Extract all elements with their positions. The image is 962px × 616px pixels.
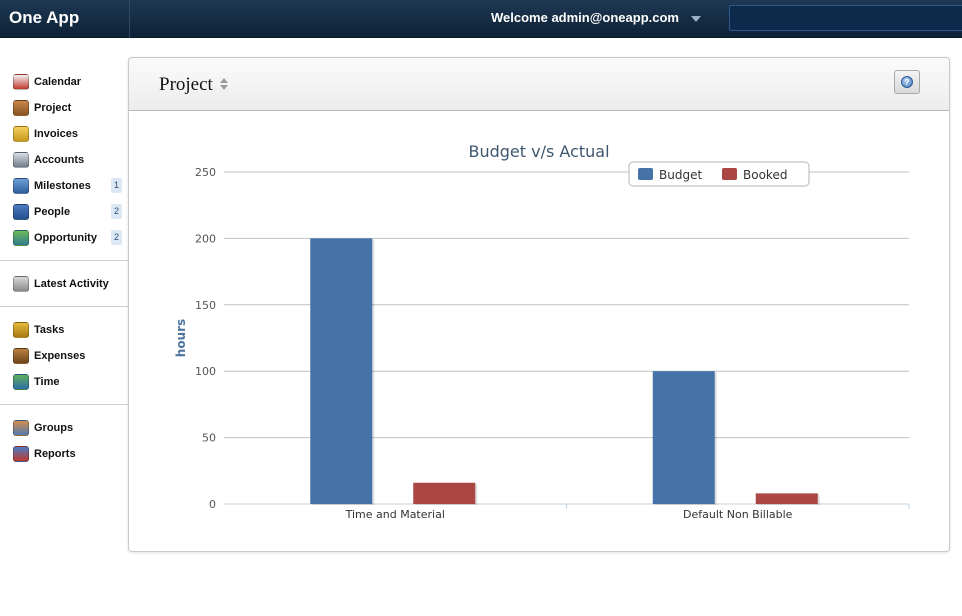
count-badge: 1 [111, 178, 122, 193]
sidebar-item-milestones[interactable]: Milestones 1 [13, 177, 125, 195]
latest-activity-icon [13, 276, 29, 292]
y-tick-label: 200 [195, 232, 216, 245]
sidebar-item-label: People [34, 206, 71, 218]
sidebar-item-label: Opportunity [34, 232, 97, 244]
legend-label: Budget [659, 168, 702, 182]
top-bar: One App Welcome admin@oneapp.com [0, 0, 962, 38]
tasks-icon [13, 322, 29, 338]
sidebar-divider [0, 404, 128, 405]
help-button[interactable]: ? [894, 70, 920, 94]
sidebar-item-time[interactable]: Time [13, 373, 125, 391]
y-tick-label: 100 [195, 365, 216, 378]
sidebar-item-opportunity[interactable]: Opportunity 2 [13, 229, 125, 247]
sidebar-item-groups[interactable]: Groups [13, 419, 125, 437]
accounts-icon [13, 152, 29, 168]
sidebar-item-label: Tasks [34, 324, 65, 336]
chart-legend: Budget Booked [628, 161, 810, 187]
sidebar-item-latest-activity[interactable]: Latest Activity [13, 275, 125, 293]
user-menu[interactable]: Welcome admin@oneapp.com [491, 10, 701, 25]
legend-swatch-budget [638, 168, 653, 180]
people-icon [13, 204, 29, 220]
bar-budget-0 [310, 238, 373, 504]
sort-arrows-icon[interactable] [220, 77, 228, 91]
panel-header: Project ? [129, 58, 949, 111]
invoices-icon [13, 126, 29, 142]
chevron-down-icon[interactable] [690, 15, 701, 22]
count-badge: 2 [111, 230, 122, 245]
sidebar-divider [0, 260, 128, 261]
sidebar-item-label: Project [34, 102, 72, 114]
x-tick-label: Time and Material [345, 508, 445, 521]
y-tick-label: 0 [209, 498, 216, 511]
chart-title: Budget v/s Actual [468, 142, 609, 161]
welcome-text: Welcome admin@oneapp.com [491, 10, 679, 25]
app-logo[interactable]: One App [0, 0, 130, 38]
legend-label: Booked [743, 168, 787, 182]
project-panel: Project ? Budget v/s Actual 0 50 100 150 200 2… [128, 57, 950, 552]
sidebar-item-accounts[interactable]: Accounts [13, 151, 125, 169]
sidebar-item-reports[interactable]: Reports [13, 445, 125, 463]
bar-booked-0 [413, 482, 476, 504]
x-tick-label: Default Non Billable [683, 508, 793, 521]
sidebar-divider [0, 306, 128, 307]
sidebar: Calendar Project Invoices Accounts Milestone… [0, 38, 130, 616]
sidebar-item-label: Groups [34, 422, 74, 434]
sidebar-item-label: Time [34, 376, 60, 388]
bar-budget-1 [652, 371, 715, 504]
budget-chart: Budget v/s Actual 0 50 100 150 200 250 hours Tim… [174, 142, 910, 521]
time-icon [13, 374, 29, 390]
sidebar-item-people[interactable]: People 2 [13, 203, 125, 221]
page-title: Project [159, 74, 213, 95]
sidebar-item-label: Reports [34, 448, 76, 460]
sidebar-item-label: Accounts [34, 154, 85, 166]
milestones-icon [13, 178, 29, 194]
sidebar-item-label: Milestones [34, 180, 91, 192]
reports-icon [13, 446, 29, 462]
sidebar-item-calendar[interactable]: Calendar [13, 73, 125, 91]
sidebar-item-project[interactable]: Project [13, 99, 125, 117]
sidebar-item-tasks[interactable]: Tasks [13, 321, 125, 339]
expenses-icon [13, 348, 29, 364]
y-axis-label: hours [174, 319, 188, 357]
y-tick-label: 150 [195, 299, 216, 312]
sidebar-item-expenses[interactable]: Expenses [13, 347, 125, 365]
project-icon [13, 100, 29, 116]
search-input[interactable] [729, 5, 962, 31]
bar-booked-1 [755, 493, 818, 504]
y-tick-label: 250 [195, 166, 216, 179]
help-icon: ? [901, 76, 913, 88]
calendar-icon [13, 74, 29, 90]
sidebar-item-label: Latest Activity [34, 278, 109, 290]
y-tick-label: 50 [202, 432, 216, 445]
sidebar-item-label: Invoices [34, 128, 79, 140]
legend-box [628, 161, 810, 187]
legend-swatch-booked [722, 168, 737, 180]
groups-icon [13, 420, 29, 436]
sidebar-item-label: Calendar [34, 76, 82, 88]
count-badge: 2 [111, 204, 122, 219]
sidebar-item-label: Expenses [34, 350, 86, 362]
opportunity-icon [13, 230, 29, 246]
sidebar-item-invoices[interactable]: Invoices [13, 125, 125, 143]
